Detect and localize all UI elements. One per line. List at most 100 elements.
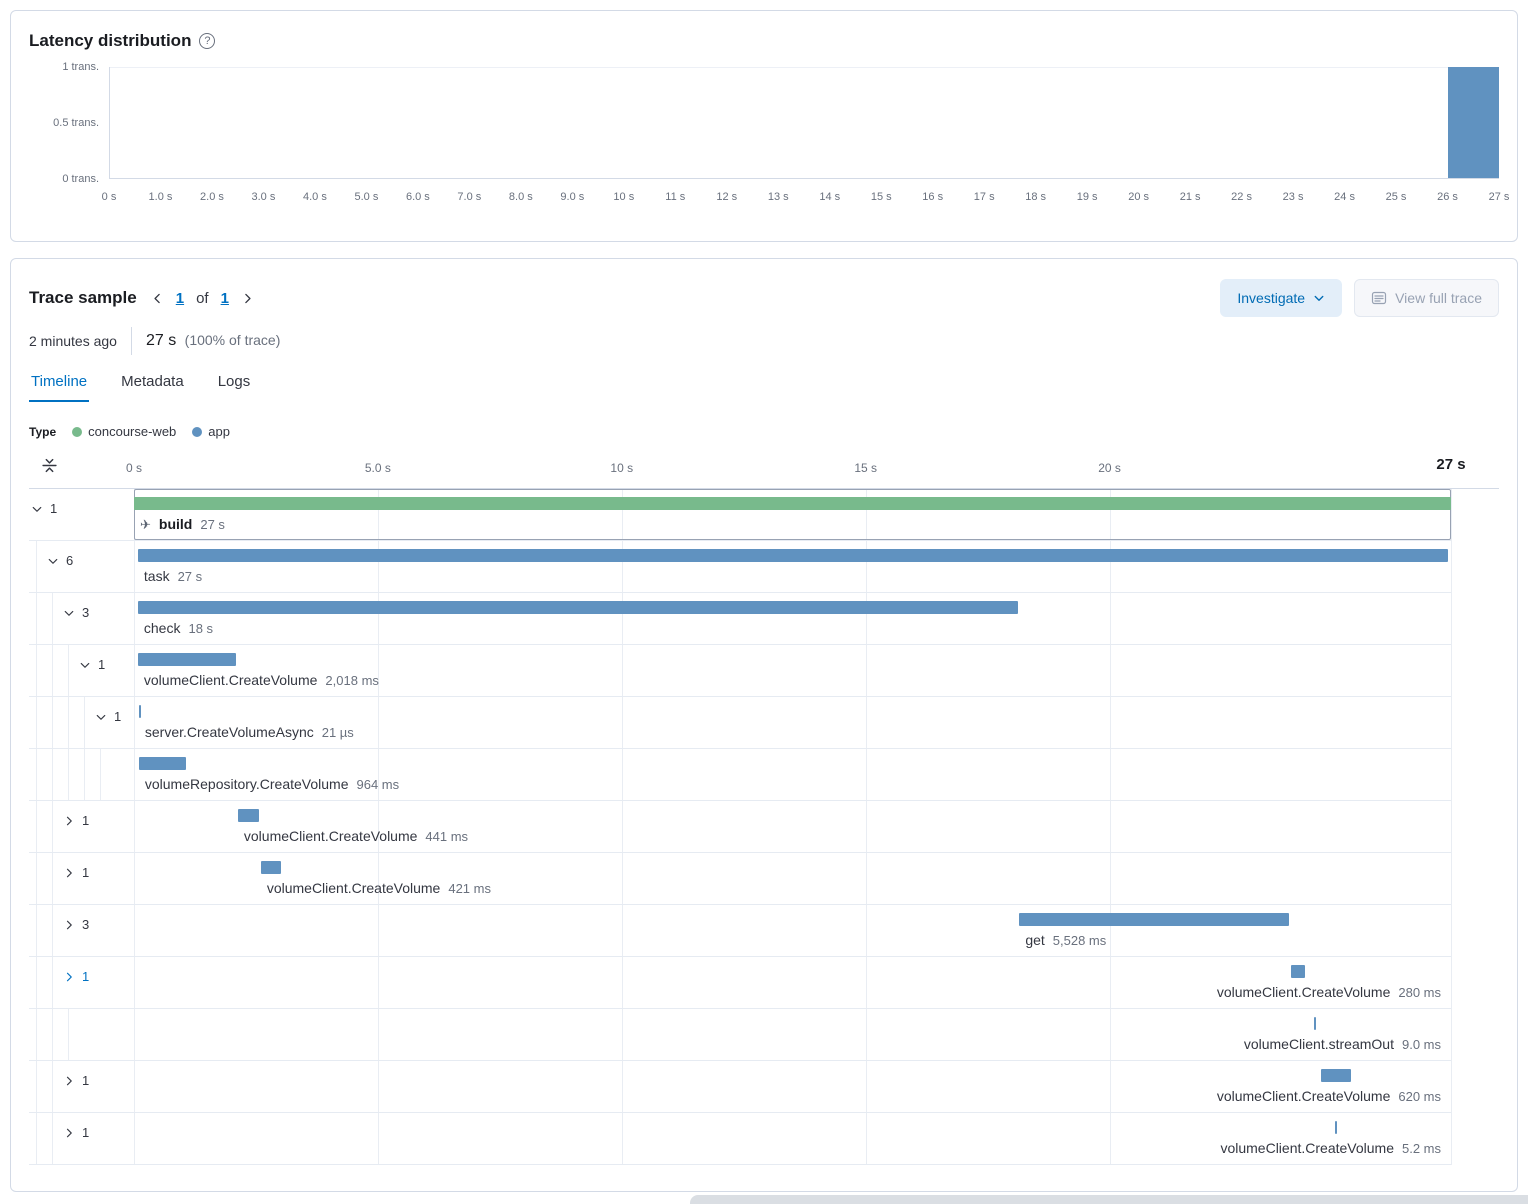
tree-connector xyxy=(84,697,85,748)
current-page-link[interactable]: 1 xyxy=(175,289,185,307)
waterfall-row-plot: volumeClient.CreateVolume 620 ms xyxy=(134,1061,1451,1112)
span-name: build xyxy=(158,516,193,532)
span-label[interactable]: volumeClient.CreateVolume 280 ms xyxy=(1217,984,1441,1000)
timeline-ruler-ticks: 0 s 5.0 s 10 s 15 s 20 s 27 s xyxy=(126,447,1466,488)
span-label[interactable]: volumeClient.streamOut 9.0 ms xyxy=(1244,1036,1441,1052)
waterfall-row-gutter xyxy=(29,1009,134,1060)
prev-trace-chevron-icon[interactable] xyxy=(151,292,164,305)
x-tick-label: 11 s xyxy=(665,191,686,203)
span-label[interactable]: volumeRepository.CreateVolume 964 ms xyxy=(145,776,399,792)
span-duration: 620 ms xyxy=(1398,1089,1441,1104)
span-label[interactable]: task 27 s xyxy=(144,568,202,584)
expand-children-toggle[interactable]: 3 xyxy=(63,917,89,932)
expand-children-toggle[interactable]: 1 xyxy=(63,865,89,880)
span-duration: 5,528 ms xyxy=(1052,933,1107,948)
span-duration: 27 s xyxy=(177,569,203,584)
waterfall-row: 1 volumeClient.CreateVolume 280 ms xyxy=(29,957,1451,1009)
tree-connector xyxy=(36,1061,37,1112)
collapse-children-toggle[interactable]: 1 xyxy=(79,657,105,672)
span-bar[interactable] xyxy=(1291,965,1305,978)
span-name: volumeClient.streamOut xyxy=(1243,1036,1394,1052)
investigate-button[interactable]: Investigate xyxy=(1220,279,1343,317)
span-label[interactable]: volumeClient.CreateVolume 5.2 ms xyxy=(1220,1140,1441,1156)
span-duration: 280 ms xyxy=(1398,985,1441,1000)
ruler-tick-label: 27 s xyxy=(1436,456,1466,473)
x-tick-label: 8.0 s xyxy=(508,191,533,203)
span-bar[interactable] xyxy=(260,861,282,874)
tab-metadata[interactable]: Metadata xyxy=(121,373,184,390)
span-label[interactable]: get 5,528 ms xyxy=(1025,932,1106,948)
tree-connector xyxy=(36,593,37,644)
next-trace-chevron-icon[interactable] xyxy=(241,292,254,305)
x-tick-label: 27 s xyxy=(1488,191,1510,203)
latency-x-axis: 0 s 1.0 s 2.0 s 3.0 s 4.0 s 5.0 s 6.0 s 7.0 s 8.… xyxy=(102,191,1510,215)
view-full-trace-button[interactable]: View full trace xyxy=(1354,279,1499,317)
span-label[interactable]: ✈ build 27 s xyxy=(140,516,225,533)
concourse-plane-icon: ✈ xyxy=(140,517,151,532)
span-label[interactable]: volumeClient.CreateVolume 2,018 ms xyxy=(144,672,379,688)
expand-children-toggle[interactable]: 1 xyxy=(63,813,89,828)
expand-children-toggle[interactable]: 1 xyxy=(63,1125,89,1140)
collapse-children-toggle[interactable]: 6 xyxy=(47,553,73,568)
span-label[interactable]: volumeClient.CreateVolume 620 ms xyxy=(1217,1088,1441,1104)
span-bar[interactable] xyxy=(137,653,237,666)
tab-logs[interactable]: Logs xyxy=(217,373,251,390)
tree-connector xyxy=(68,1009,69,1060)
span-label[interactable]: check 18 s xyxy=(144,620,213,636)
span-bar[interactable] xyxy=(1334,1121,1337,1134)
span-bar[interactable] xyxy=(1019,913,1289,926)
latency-plot xyxy=(109,67,1499,179)
span-label[interactable]: volumeClient.CreateVolume 441 ms xyxy=(244,828,468,844)
histogram-bar[interactable] xyxy=(1447,67,1499,178)
bottom-overlay xyxy=(690,1195,1528,1204)
expand-children-toggle[interactable]: 1 xyxy=(63,969,89,984)
tab-timeline[interactable]: Timeline xyxy=(29,365,89,402)
collapse-children-toggle[interactable]: 3 xyxy=(63,605,89,620)
waterfall-row: volumeRepository.CreateVolume 964 ms xyxy=(29,749,1451,801)
span-duration: 9.0 ms xyxy=(1401,1037,1441,1052)
x-tick-label: 15 s xyxy=(870,191,892,203)
ruler-tick-label: 15 s xyxy=(854,461,877,475)
child-count: 3 xyxy=(82,605,90,620)
x-tick-label: 0 s xyxy=(101,191,117,203)
x-tick-label: 13 s xyxy=(767,191,789,203)
span-label[interactable]: server.CreateVolumeAsync 21 µs xyxy=(145,724,354,740)
span-bar[interactable] xyxy=(137,601,1019,614)
waterfall-row: 1 ✈ build 27 s xyxy=(29,489,1451,541)
waterfall-row-plot: check 18 s xyxy=(134,593,1451,644)
tabs: Timeline Metadata Logs xyxy=(29,365,1499,402)
legend-dot-icon xyxy=(192,426,203,437)
span-bar[interactable] xyxy=(134,497,1451,510)
span-name: volumeClient.CreateVolume xyxy=(1216,1088,1391,1104)
span-bar[interactable] xyxy=(1320,1069,1351,1082)
x-tick-label: 24 s xyxy=(1334,191,1355,203)
ruler-tick-label: 0 s xyxy=(125,461,143,475)
tree-connector xyxy=(36,1009,37,1060)
span-bar[interactable] xyxy=(1314,1017,1317,1030)
span-bar[interactable] xyxy=(137,549,1448,562)
service-type-legend: Type concourse-web app xyxy=(29,424,1499,439)
x-tick-label: 10 s xyxy=(613,191,635,203)
collapse-all-icon[interactable] xyxy=(41,457,58,474)
latency-distribution-panel: Latency distribution ? 1 trans. 0.5 trans… xyxy=(10,10,1518,242)
waterfall-row: 1 volumeClient.CreateVolume 441 ms xyxy=(29,801,1451,853)
tree-connector xyxy=(52,957,53,1008)
span-name: volumeClient.CreateVolume xyxy=(1220,1140,1394,1156)
waterfall-row-plot: task 27 s xyxy=(134,541,1451,592)
span-bar[interactable] xyxy=(237,809,260,822)
span-bar[interactable] xyxy=(138,757,186,770)
waterfall-row-gutter: 1 xyxy=(29,801,134,852)
x-tick-label: 21 s xyxy=(1179,191,1201,203)
help-icon[interactable]: ? xyxy=(199,33,216,49)
collapse-children-toggle[interactable]: 1 xyxy=(31,501,57,516)
span-label[interactable]: volumeClient.CreateVolume 421 ms xyxy=(267,880,491,896)
span-bar[interactable] xyxy=(138,705,141,718)
tree-connector xyxy=(100,749,101,800)
expand-children-toggle[interactable]: 1 xyxy=(63,1073,89,1088)
total-pages-link[interactable]: 1 xyxy=(220,289,229,307)
waterfall-body: 1 ✈ build 27 s 6 task 27 s 3 check 18 s 1 volumeCli… xyxy=(29,489,1499,1165)
collapse-children-toggle[interactable]: 1 xyxy=(95,709,121,724)
span-duration: 421 ms xyxy=(448,881,491,896)
waterfall-row-gutter: 3 xyxy=(29,905,134,956)
waterfall-row: 1 volumeClient.CreateVolume 2,018 ms xyxy=(29,645,1451,697)
